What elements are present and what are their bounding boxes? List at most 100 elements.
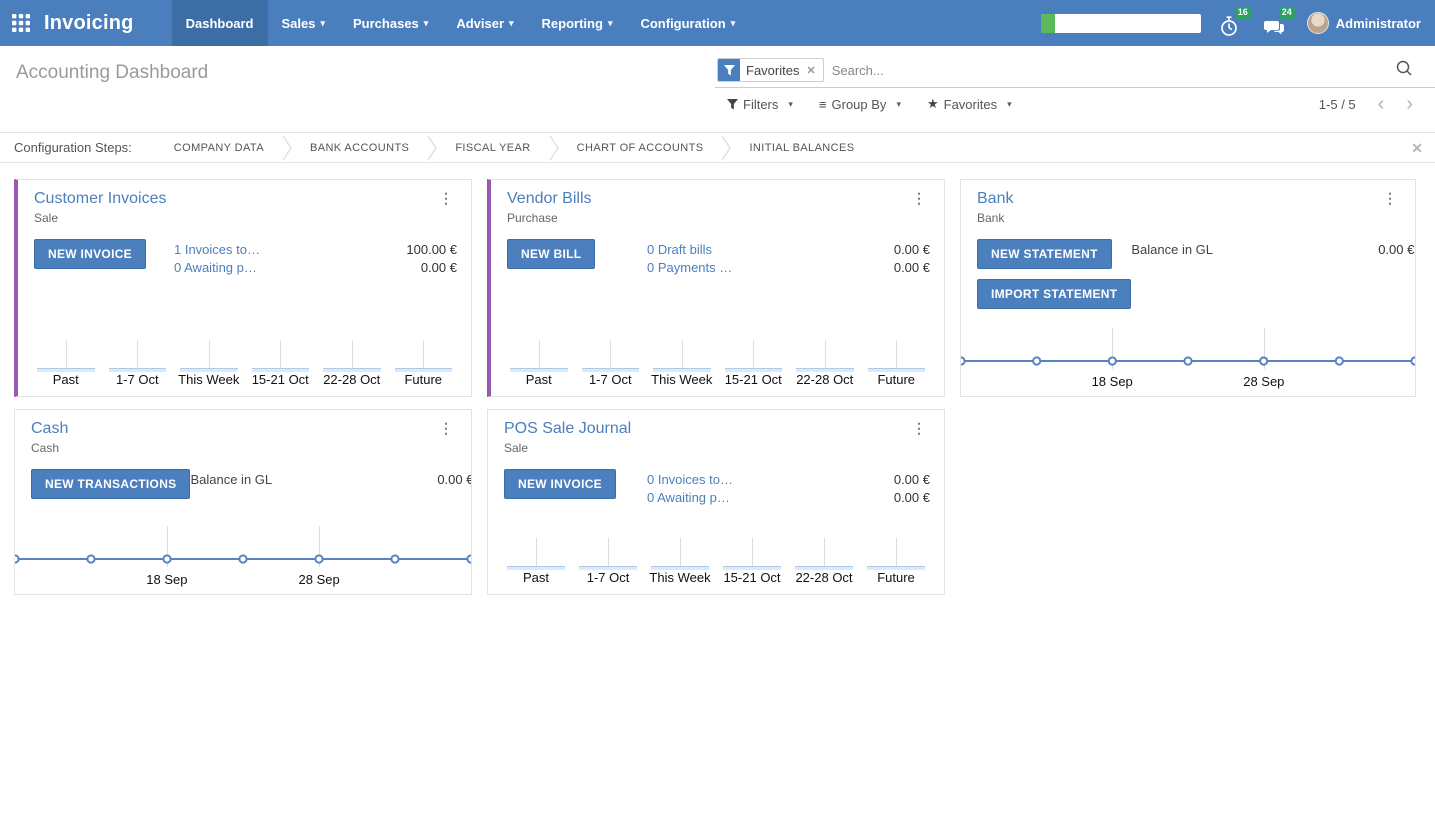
draft-bills-link[interactable]: 0 Draft bills xyxy=(647,241,713,257)
favorites-label: Favorites xyxy=(943,96,998,112)
card-subtitle: Bank xyxy=(977,210,1005,225)
filters-label: Filters xyxy=(743,96,779,112)
card-title-link[interactable]: Vendor Bills xyxy=(507,190,592,207)
pager-prev-icon[interactable]: ‹ xyxy=(1377,93,1385,115)
step-initial-balances[interactable]: INITIAL BALANCES xyxy=(749,141,855,154)
invoices-to-validate-link[interactable]: 1 Invoices to… xyxy=(174,241,260,257)
mini-bar-chart: Past 1-7 Oct This Week 15-21 Oct 22-28 Oct Fu… xyxy=(488,526,944,594)
group-by-button[interactable]: ≡ Group By ▾ xyxy=(819,96,901,112)
chevron-down-icon: ▾ xyxy=(509,17,514,28)
menu-dashboard-label: Dashboard xyxy=(185,15,254,31)
new-invoice-button[interactable]: NEW INVOICE xyxy=(504,468,616,499)
card-row: 1 Invoices to… 100.00 € xyxy=(146,242,457,257)
chevron-down-icon: ▾ xyxy=(896,98,901,109)
step-bank-accounts[interactable]: BANK ACCOUNTS xyxy=(309,141,410,154)
menu-purchases[interactable]: Purchases ▾ xyxy=(339,0,442,46)
kebab-menu-icon[interactable]: ⋮ xyxy=(912,420,926,436)
card-subtitle: Sale xyxy=(34,210,59,225)
stopwatch-icon xyxy=(1220,16,1237,36)
mini-line-chart: 18 Sep 28 Sep xyxy=(15,526,471,594)
card-row: 0 Invoices to… 0.00 € xyxy=(616,472,930,487)
avatar xyxy=(1306,12,1329,34)
search-zone: Favorites ✕ xyxy=(715,56,1435,88)
x-axis-tick-label: 15-21 Oct xyxy=(723,570,781,585)
step-company-data[interactable]: COMPANY DATA xyxy=(173,141,264,154)
awaiting-payments-link[interactable]: 0 Awaiting p… xyxy=(647,489,730,505)
pager: 1-5 / 5 ‹ › xyxy=(1319,94,1435,114)
kebab-menu-icon[interactable]: ⋮ xyxy=(1383,190,1397,206)
step-chart-of-accounts[interactable]: CHART OF ACCOUNTS xyxy=(576,141,704,154)
configuration-steps-bar: Configuration Steps: COMPANY DATA BANK A… xyxy=(0,132,1435,163)
new-bill-button[interactable]: NEW BILL xyxy=(507,238,596,269)
step-fiscal-year[interactable]: FISCAL YEAR xyxy=(455,141,531,154)
new-statement-button[interactable]: NEW STATEMENT xyxy=(977,238,1112,269)
search-icon[interactable] xyxy=(1395,59,1413,77)
bar-column: This Week xyxy=(644,526,716,585)
search-input[interactable] xyxy=(831,62,1405,78)
card-title-link[interactable]: POS Sale Journal xyxy=(504,420,632,437)
chevron-right-icon xyxy=(427,135,438,160)
search-bar[interactable]: Favorites ✕ xyxy=(715,56,1435,88)
bar-column: Past xyxy=(500,526,572,585)
mini-bar-chart: Past 1-7 Oct This Week 15-21 Oct 22-28 Oct Fu… xyxy=(18,328,471,396)
menu-reporting[interactable]: Reporting ▾ xyxy=(528,0,627,46)
close-icon[interactable]: ✕ xyxy=(1411,140,1423,156)
kebab-menu-icon[interactable]: ⋮ xyxy=(439,420,453,436)
facet-remove-icon[interactable]: ✕ xyxy=(806,64,816,77)
x-axis-tick-label: Future xyxy=(877,372,916,387)
user-menu[interactable]: Administrator xyxy=(1306,12,1421,34)
kebab-menu-icon[interactable]: ⋮ xyxy=(912,190,926,206)
card-body: NEW INVOICE 1 Invoices to… 100.00 € 0 Aw… xyxy=(18,225,471,275)
menu-configuration[interactable]: Configuration ▾ xyxy=(626,0,749,46)
balance-in-gl-label: Balance in GL xyxy=(1131,241,1214,257)
new-invoice-button[interactable]: NEW INVOICE xyxy=(34,238,146,269)
card-row: 0 Awaiting p… 0.00 € xyxy=(616,490,930,505)
card-body: NEW BILL 0 Draft bills 0.00 € 0 Payments… xyxy=(491,225,944,275)
x-axis-tick-label: 15-21 Oct xyxy=(724,372,782,387)
apps-grid-icon[interactable] xyxy=(12,14,30,32)
chevron-right-icon xyxy=(282,135,292,160)
card-vendor-bills: Vendor Bills Purchase ⋮ NEW BILL 0 Draft… xyxy=(487,179,945,397)
new-transactions-button[interactable]: NEW TRANSACTIONS xyxy=(31,468,191,499)
top-navbar: Invoicing Dashboard Sales ▾ Purchases ▾ … xyxy=(0,0,1435,46)
card-subtitle: Sale xyxy=(504,440,529,455)
card-header: Cash Cash ⋮ xyxy=(15,410,471,455)
pager-next-icon[interactable]: › xyxy=(1406,93,1413,115)
favorites-button[interactable]: ★ Favorites ▾ xyxy=(927,96,1012,112)
bar-column: 1-7 Oct xyxy=(575,328,647,387)
chevron-down-icon: ▾ xyxy=(423,17,429,28)
row-amount: 0.00 € xyxy=(893,489,930,505)
menu-dashboard[interactable]: Dashboard xyxy=(171,0,268,46)
x-axis-tick-label: 22-28 Oct xyxy=(795,570,853,585)
payments-link[interactable]: 0 Payments … xyxy=(647,259,733,275)
row-amount: 0.00 € xyxy=(437,471,472,487)
card-body: NEW INVOICE 0 Invoices to… 0.00 € 0 Awai… xyxy=(488,455,944,505)
progressbar-fill xyxy=(1040,13,1055,33)
timesheet-timer-button[interactable]: 16 xyxy=(1219,7,1251,37)
x-axis-tick-label: 1-7 Oct xyxy=(115,372,159,387)
x-axis-tick-label: This Week xyxy=(649,570,711,585)
x-axis-tick-label: Past xyxy=(52,372,79,387)
card-header: Customer Invoices Sale ⋮ xyxy=(18,180,471,225)
card-title-link[interactable]: Customer Invoices xyxy=(34,190,167,207)
menu-adviser[interactable]: Adviser ▾ xyxy=(442,0,527,46)
filter-funnel-icon xyxy=(718,59,740,81)
kebab-menu-icon[interactable]: ⋮ xyxy=(439,190,453,206)
card-title-link[interactable]: Cash xyxy=(31,420,69,437)
x-axis-tick-label: 22-28 Oct xyxy=(323,372,381,387)
import-statement-button[interactable]: IMPORT STATEMENT xyxy=(977,278,1132,309)
awaiting-payments-link[interactable]: 0 Awaiting p… xyxy=(174,259,257,275)
menu-sales[interactable]: Sales ▾ xyxy=(268,0,340,46)
filters-button[interactable]: Filters ▾ xyxy=(727,96,793,112)
row-amount: 0.00 € xyxy=(893,259,930,275)
app-title[interactable]: Invoicing xyxy=(44,11,134,34)
card-title-link[interactable]: Bank xyxy=(977,190,1014,207)
x-axis-tick-label: 22-28 Oct xyxy=(796,372,854,387)
x-axis-tick-label: 1-7 Oct xyxy=(586,570,630,585)
card-body: NEW STATEMENT IMPORT STATEMENT Balance i… xyxy=(961,225,1415,309)
invoices-to-validate-link[interactable]: 0 Invoices to… xyxy=(647,471,733,487)
messages-button[interactable]: 24 xyxy=(1263,7,1295,37)
search-facet-favorites[interactable]: Favorites ✕ xyxy=(717,58,824,82)
group-by-label: Group By xyxy=(831,96,887,112)
x-axis-tick-label: Future xyxy=(404,372,443,387)
